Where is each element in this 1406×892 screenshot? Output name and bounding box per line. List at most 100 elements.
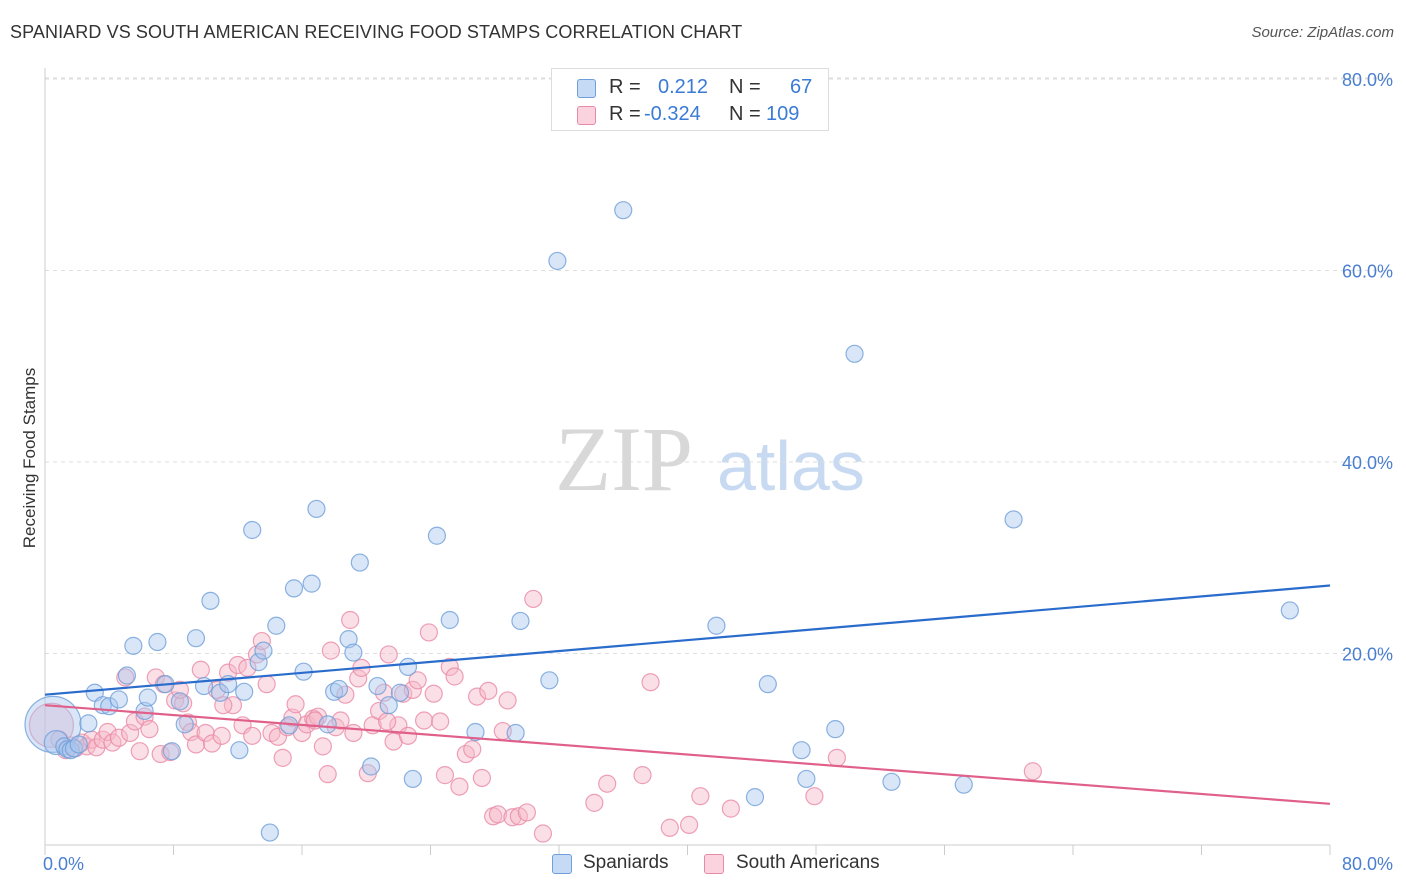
spaniard-point xyxy=(162,742,181,761)
spaniard-point xyxy=(325,682,344,701)
south-american-point xyxy=(344,723,363,743)
south-american-point xyxy=(472,768,491,788)
south-american-point xyxy=(202,734,222,753)
spaniard-point xyxy=(826,720,845,739)
spaniard-point xyxy=(368,676,387,696)
south-american-point xyxy=(161,743,180,762)
south-american-point xyxy=(419,623,438,642)
south-american-point xyxy=(691,787,710,806)
spaniard-point xyxy=(466,722,485,742)
south-american-point xyxy=(445,667,464,686)
south-american-point xyxy=(378,712,397,731)
spaniard-point xyxy=(318,715,337,734)
spaniard-point xyxy=(379,696,398,715)
south-american-point xyxy=(223,696,243,715)
spaniards-legend-swatch xyxy=(552,854,572,874)
stats-legend: R = 0.212 N = 67 R = -0.324 N = 109 xyxy=(551,68,829,131)
south-american-point xyxy=(440,657,459,677)
south-american-point xyxy=(178,713,198,732)
spaniard-point xyxy=(138,688,157,707)
south-american-point xyxy=(805,787,824,806)
south-american-point xyxy=(414,711,434,730)
spaniard-point xyxy=(758,675,777,694)
spaniard-point xyxy=(135,701,154,721)
spaniard-point xyxy=(175,715,194,734)
south-american-point xyxy=(379,645,398,664)
spaniard-point xyxy=(201,591,220,610)
south-american-point xyxy=(121,723,140,743)
spaniard-point xyxy=(329,679,349,699)
south-american-point xyxy=(321,641,341,660)
spaniard-point xyxy=(440,610,459,630)
south-americans-legend-swatch xyxy=(704,854,724,874)
spaniard-point xyxy=(186,629,206,648)
south-american-point xyxy=(408,671,427,690)
south-american-point xyxy=(660,818,679,837)
south-american-point xyxy=(598,774,617,793)
south-american-point xyxy=(498,691,517,710)
tick-labels: 20.0% 40.0% 60.0% 80.0% 0.0% 80.0% xyxy=(43,70,1393,874)
south-american-point xyxy=(109,728,128,747)
spaniard-point xyxy=(1004,510,1023,529)
spaniard-point xyxy=(170,692,190,711)
spaniard-point xyxy=(267,616,286,635)
spaniard-point xyxy=(614,201,633,220)
legend-label: South Americans xyxy=(736,852,880,873)
spaniard-point xyxy=(254,641,273,660)
spaniards-swatch xyxy=(577,79,596,98)
spaniard-point xyxy=(954,775,973,794)
south-american-point xyxy=(479,681,498,700)
grid-lines xyxy=(45,77,1392,654)
spaniard-point xyxy=(390,683,410,702)
axes xyxy=(44,68,1331,855)
spaniard-point xyxy=(124,636,143,655)
svg-text:atlas: atlas xyxy=(717,427,865,505)
stats-legend-row-south-americans: R = -0.324 N = 109 xyxy=(552,101,828,127)
spaniard-point xyxy=(707,616,726,635)
spaniard-point xyxy=(882,772,901,791)
stats-legend-row-spaniards: R = 0.212 N = 67 xyxy=(552,74,828,100)
south-american-point xyxy=(524,589,543,609)
spaniard-point xyxy=(249,653,268,672)
svg-text:ZIP: ZIP xyxy=(555,408,693,510)
spaniard-point xyxy=(427,526,447,545)
south-american-point xyxy=(488,805,508,824)
r-value: 0.212 xyxy=(658,76,709,98)
south-american-point xyxy=(827,748,846,767)
trend-lines xyxy=(44,584,1331,805)
south-american-point xyxy=(268,727,288,746)
south-american-point xyxy=(257,675,276,694)
south-american-point xyxy=(191,660,210,679)
south-american-point xyxy=(238,658,257,677)
south-americans-trend-line xyxy=(44,704,1331,805)
n-value: 67 xyxy=(790,76,813,98)
chart-title: SPANIARD VS SOUTH AMERICAN RECEIVING FOO… xyxy=(10,22,743,42)
south-american-point xyxy=(450,777,469,796)
spaniard-point xyxy=(109,690,128,709)
r-label: R = xyxy=(609,76,641,98)
n-label: N = xyxy=(729,103,761,125)
spaniard-point xyxy=(548,251,567,271)
south-american-point xyxy=(633,766,652,785)
spaniard-point xyxy=(69,735,88,754)
south-american-point xyxy=(273,748,292,767)
south-american-point xyxy=(533,824,553,843)
south-american-point xyxy=(341,610,360,630)
spaniard-point xyxy=(540,671,559,690)
spaniard-point xyxy=(350,553,369,572)
south-american-point xyxy=(286,695,305,714)
south-american-point xyxy=(1023,762,1042,781)
south-american-point xyxy=(585,793,604,812)
r-label: R = xyxy=(609,103,641,125)
spaniard-point xyxy=(339,630,358,649)
spaniard-point xyxy=(845,344,864,363)
legend-label: Spaniards xyxy=(583,852,669,873)
south-american-point xyxy=(140,720,159,739)
south-american-point xyxy=(431,712,450,731)
south-american-point xyxy=(98,722,117,742)
south-american-point xyxy=(130,742,149,761)
south-american-point xyxy=(313,737,332,756)
zipatlas-watermark: ZIP atlas xyxy=(555,408,865,510)
south-american-point xyxy=(349,669,368,688)
